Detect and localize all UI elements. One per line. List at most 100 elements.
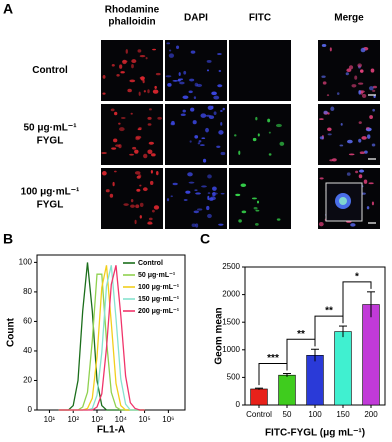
legend-label: 200 μg·mL⁻¹ — [138, 308, 180, 315]
significance-label: ** — [297, 329, 305, 340]
cell — [123, 203, 129, 206]
cell — [194, 135, 199, 139]
cell — [200, 113, 207, 118]
cell — [213, 95, 220, 100]
legend-label: 150 μg·mL⁻¹ — [138, 296, 180, 303]
cell — [279, 141, 285, 146]
cell — [355, 170, 359, 174]
cell — [182, 109, 186, 113]
micrograph — [101, 104, 163, 165]
cell — [127, 88, 132, 93]
histogram-curve — [58, 262, 145, 411]
cell — [372, 108, 375, 112]
cell — [148, 108, 152, 111]
cell — [360, 47, 366, 53]
cell — [136, 175, 141, 179]
cell — [206, 205, 210, 211]
cell — [255, 223, 259, 226]
cell — [235, 193, 241, 197]
cell — [336, 92, 340, 96]
cell — [113, 138, 118, 143]
cell — [118, 122, 121, 125]
cell — [172, 182, 178, 186]
cell — [330, 106, 335, 112]
cell — [323, 110, 328, 115]
cell — [319, 136, 324, 140]
cell — [122, 59, 127, 65]
cell — [139, 54, 146, 58]
cell — [154, 85, 157, 89]
x-tick-label: 10⁴ — [115, 415, 128, 424]
error-bar — [367, 291, 375, 318]
cell — [348, 153, 355, 156]
cell — [168, 53, 175, 58]
cell — [188, 181, 195, 184]
cell — [150, 169, 153, 174]
cell — [195, 192, 201, 195]
row-label: 100 μg·mL⁻¹ — [21, 187, 80, 198]
cell — [142, 187, 148, 192]
cell — [211, 105, 214, 110]
cell — [220, 151, 226, 156]
image-background — [165, 168, 227, 229]
x-tick-label: 50 — [283, 410, 292, 419]
cell — [167, 83, 172, 87]
cell — [327, 127, 332, 132]
y-tick-label: 500 — [227, 373, 241, 382]
cell — [147, 89, 150, 94]
cell — [252, 137, 257, 142]
cell — [189, 78, 195, 82]
y-tick-label: 1500 — [222, 317, 240, 326]
image-background — [165, 104, 227, 165]
cell — [143, 153, 148, 159]
cell — [319, 177, 324, 180]
cell — [350, 223, 356, 227]
cell — [151, 209, 155, 213]
image-background — [101, 40, 163, 101]
cell — [218, 130, 224, 135]
cell — [197, 208, 203, 211]
cell — [370, 68, 375, 73]
cell — [183, 70, 187, 75]
cell — [205, 114, 212, 117]
bar — [278, 374, 296, 406]
cell — [115, 144, 121, 147]
cell — [371, 143, 376, 147]
y-axis-label: Geom mean — [214, 307, 225, 364]
cell — [358, 174, 363, 179]
cell — [359, 169, 365, 173]
column-header: phalloidin — [108, 17, 155, 28]
cell — [134, 149, 139, 154]
cell — [363, 179, 368, 184]
cell — [207, 192, 211, 194]
cell — [148, 217, 153, 221]
cell — [193, 96, 197, 100]
cell — [360, 91, 364, 95]
significance-label: * — [355, 271, 359, 282]
row-label: FYGL — [37, 200, 64, 211]
cell — [200, 144, 205, 146]
cell — [156, 171, 159, 176]
cell — [143, 90, 146, 93]
cell — [367, 134, 371, 139]
image-background — [229, 104, 291, 165]
cell — [345, 72, 349, 76]
cell — [329, 159, 334, 162]
cell — [347, 139, 353, 144]
cell — [147, 149, 153, 154]
cell — [275, 123, 282, 128]
cell — [238, 219, 242, 223]
cell — [138, 91, 141, 96]
micrograph — [318, 104, 380, 165]
cell — [358, 82, 364, 85]
cell — [372, 89, 376, 92]
cell — [216, 145, 221, 148]
cell — [346, 172, 351, 176]
y-tick-label: 0 — [28, 405, 33, 414]
x-tick-label: Control — [246, 410, 272, 419]
cell — [368, 86, 374, 91]
cell — [346, 68, 352, 73]
cell — [340, 122, 343, 126]
y-tick-label: 1000 — [222, 345, 240, 354]
cell — [116, 73, 120, 77]
